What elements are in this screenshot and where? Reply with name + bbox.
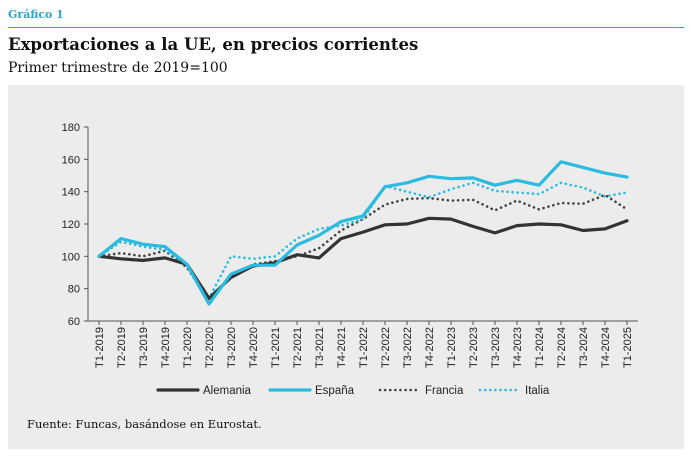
chart-title: Exportaciones a la UE, en precios corrie…: [8, 35, 419, 54]
header-divider: [8, 27, 684, 28]
x-tick-label: T3-2023: [490, 327, 502, 368]
x-tick-label: T3-2022: [402, 327, 414, 368]
x-tick-label: T2-2024: [556, 327, 568, 368]
series-line-italia: [97, 181, 629, 300]
chart-subtitle: Primer trimestre de 2019=100: [8, 60, 228, 76]
x-tick-label: T2-2021: [292, 327, 304, 368]
y-tick-label: 80: [68, 284, 80, 296]
x-tick-label: T2-2020: [204, 327, 216, 368]
series-line-espana: [97, 160, 629, 306]
x-tick-label: T1-2024: [534, 327, 546, 368]
x-tick-label: T3-2020: [226, 327, 238, 368]
x-tick-label: T1-2020: [182, 327, 194, 368]
y-tick-label: 180: [62, 122, 80, 134]
legend-label: Alemania: [203, 385, 252, 397]
legend-label: Francia: [425, 385, 464, 397]
y-tick-label: 140: [62, 187, 80, 199]
y-tick-label: 100: [62, 251, 80, 263]
chart-panel: [8, 85, 684, 449]
x-tick-label: T4-2024: [600, 327, 612, 368]
x-tick-label: T2-2023: [468, 327, 480, 368]
x-tick-label: T3-2019: [138, 327, 150, 368]
figure-label: Gráfico 1: [8, 8, 64, 21]
x-tick-label: T1-2019: [94, 327, 106, 368]
x-tick-label: T2-2019: [116, 327, 128, 368]
y-tick-label: 60: [68, 316, 80, 328]
legend-label: Italia: [525, 385, 550, 397]
x-tick-label: T3-2021: [314, 327, 326, 368]
chart-legend: Alemania España Francia Italia: [156, 385, 550, 397]
x-tick-label: T4-2021: [336, 327, 348, 368]
y-tick-label: 120: [62, 219, 80, 231]
x-tick-label: T2-2022: [380, 327, 392, 368]
source-note: Fuente: Funcas, basándose en Eurostat.: [27, 417, 262, 431]
x-tick-label: T3-2024: [578, 327, 590, 368]
x-tick-label: T4-2019: [160, 327, 172, 368]
chart-axes: 60 80 100 120 140 160 180 T1-2019 T2-2019 T3-2019…: [62, 122, 638, 368]
x-tick-label: T1-2023: [446, 327, 458, 368]
x-tick-label: T1-2025: [622, 327, 634, 368]
y-tick-label: 160: [62, 154, 80, 166]
chart-series: [97, 160, 629, 306]
x-tick-label: T1-2022: [358, 327, 370, 368]
x-tick-label: T4-2022: [424, 327, 436, 368]
x-tick-label: T4-2020: [248, 327, 260, 368]
legend-label: España: [315, 385, 355, 397]
series-line-francia: [97, 193, 629, 302]
x-tick-label: T1-2021: [270, 327, 282, 368]
x-tick-label: T4-2023: [512, 327, 524, 368]
